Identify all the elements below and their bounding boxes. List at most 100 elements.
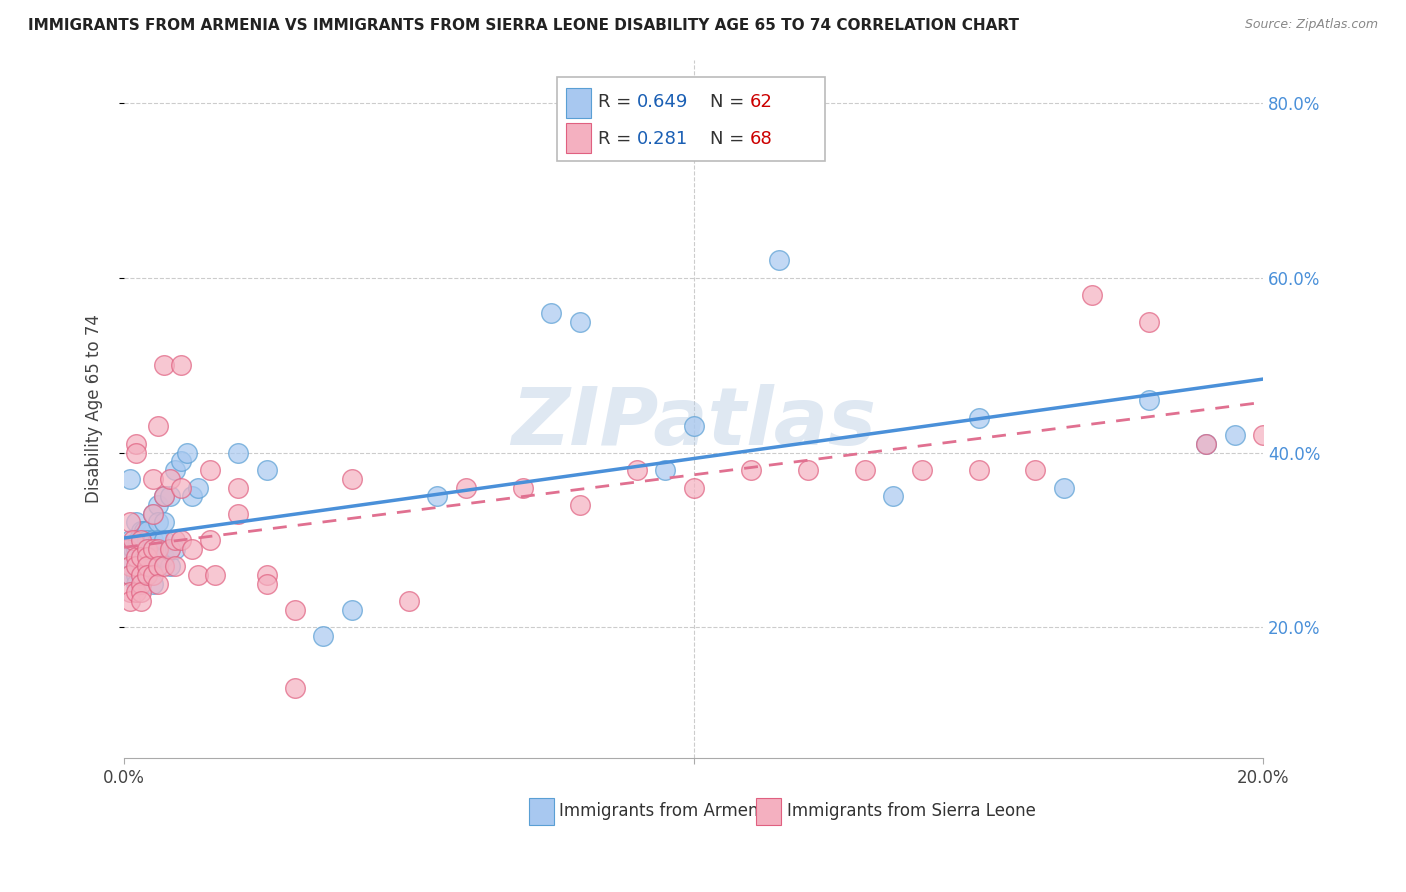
Point (512, 481, 534, 495)
Point (1195, 437, 1218, 451)
Point (1081, 288, 1104, 302)
Point (129, 524, 152, 538)
Point (129, 533, 152, 547)
Point (882, 489, 904, 503)
Text: N =: N = (710, 129, 749, 147)
Point (129, 533, 152, 547)
Point (176, 445, 198, 459)
Point (118, 472, 141, 486)
Point (121, 533, 143, 547)
Bar (567, 123, 591, 153)
Point (256, 576, 278, 591)
Point (187, 481, 209, 495)
Point (159, 489, 181, 503)
Point (312, 629, 335, 643)
Point (135, 541, 157, 556)
Point (256, 463, 278, 477)
Point (148, 559, 170, 574)
Point (170, 454, 193, 468)
Point (135, 567, 157, 582)
Point (121, 541, 143, 556)
Point (340, 472, 363, 486)
Point (142, 567, 165, 582)
Point (165, 559, 187, 574)
Point (135, 559, 157, 574)
Point (124, 541, 146, 556)
Point (148, 516, 170, 530)
Point (170, 481, 193, 495)
Point (198, 533, 221, 547)
Point (124, 567, 146, 582)
Point (768, 253, 790, 268)
Point (568, 498, 591, 512)
Point (135, 550, 157, 565)
Text: Source: ZipAtlas.com: Source: ZipAtlas.com (1244, 18, 1378, 31)
Point (153, 550, 176, 565)
Point (127, 533, 149, 547)
Point (284, 603, 307, 617)
Point (153, 559, 176, 574)
Point (129, 550, 152, 565)
Point (115, 550, 138, 565)
FancyBboxPatch shape (557, 77, 825, 161)
Point (1053, 481, 1076, 495)
Point (129, 567, 152, 582)
Point (129, 567, 152, 582)
Point (159, 541, 181, 556)
Point (148, 550, 170, 565)
Point (129, 576, 152, 591)
Point (682, 419, 704, 434)
Point (129, 550, 152, 565)
Bar (529, 798, 554, 824)
Point (135, 559, 157, 574)
Point (142, 533, 165, 547)
Point (129, 541, 152, 556)
Point (454, 481, 477, 495)
Point (142, 541, 165, 556)
Text: R =: R = (598, 93, 637, 111)
Point (118, 516, 141, 530)
Point (1253, 428, 1275, 442)
Point (153, 489, 176, 503)
Point (142, 507, 165, 521)
Point (153, 516, 176, 530)
Point (148, 576, 170, 591)
Point (284, 681, 307, 696)
Point (124, 576, 146, 591)
Point (129, 594, 152, 608)
Point (568, 315, 591, 329)
Point (853, 463, 876, 477)
Point (124, 516, 146, 530)
Point (1139, 315, 1161, 329)
Point (124, 585, 146, 599)
Point (187, 567, 209, 582)
Point (118, 533, 141, 547)
Point (148, 419, 170, 434)
Point (153, 489, 176, 503)
Point (165, 541, 187, 556)
Text: 0.649: 0.649 (637, 93, 688, 111)
Point (142, 550, 165, 565)
Point (540, 306, 562, 320)
Point (796, 463, 818, 477)
Text: 0.281: 0.281 (637, 129, 688, 147)
Point (967, 410, 990, 425)
Point (170, 533, 193, 547)
Point (129, 559, 152, 574)
Point (159, 559, 181, 574)
Text: 68: 68 (749, 129, 772, 147)
Point (165, 463, 187, 477)
Point (135, 533, 157, 547)
Point (1024, 463, 1046, 477)
Point (159, 541, 181, 556)
Point (170, 358, 193, 372)
Text: N =: N = (710, 93, 749, 111)
Text: 62: 62 (749, 93, 772, 111)
Point (118, 559, 141, 574)
Point (132, 524, 155, 538)
Point (682, 481, 704, 495)
Point (118, 594, 141, 608)
Point (115, 541, 138, 556)
Point (426, 489, 449, 503)
Point (159, 472, 181, 486)
